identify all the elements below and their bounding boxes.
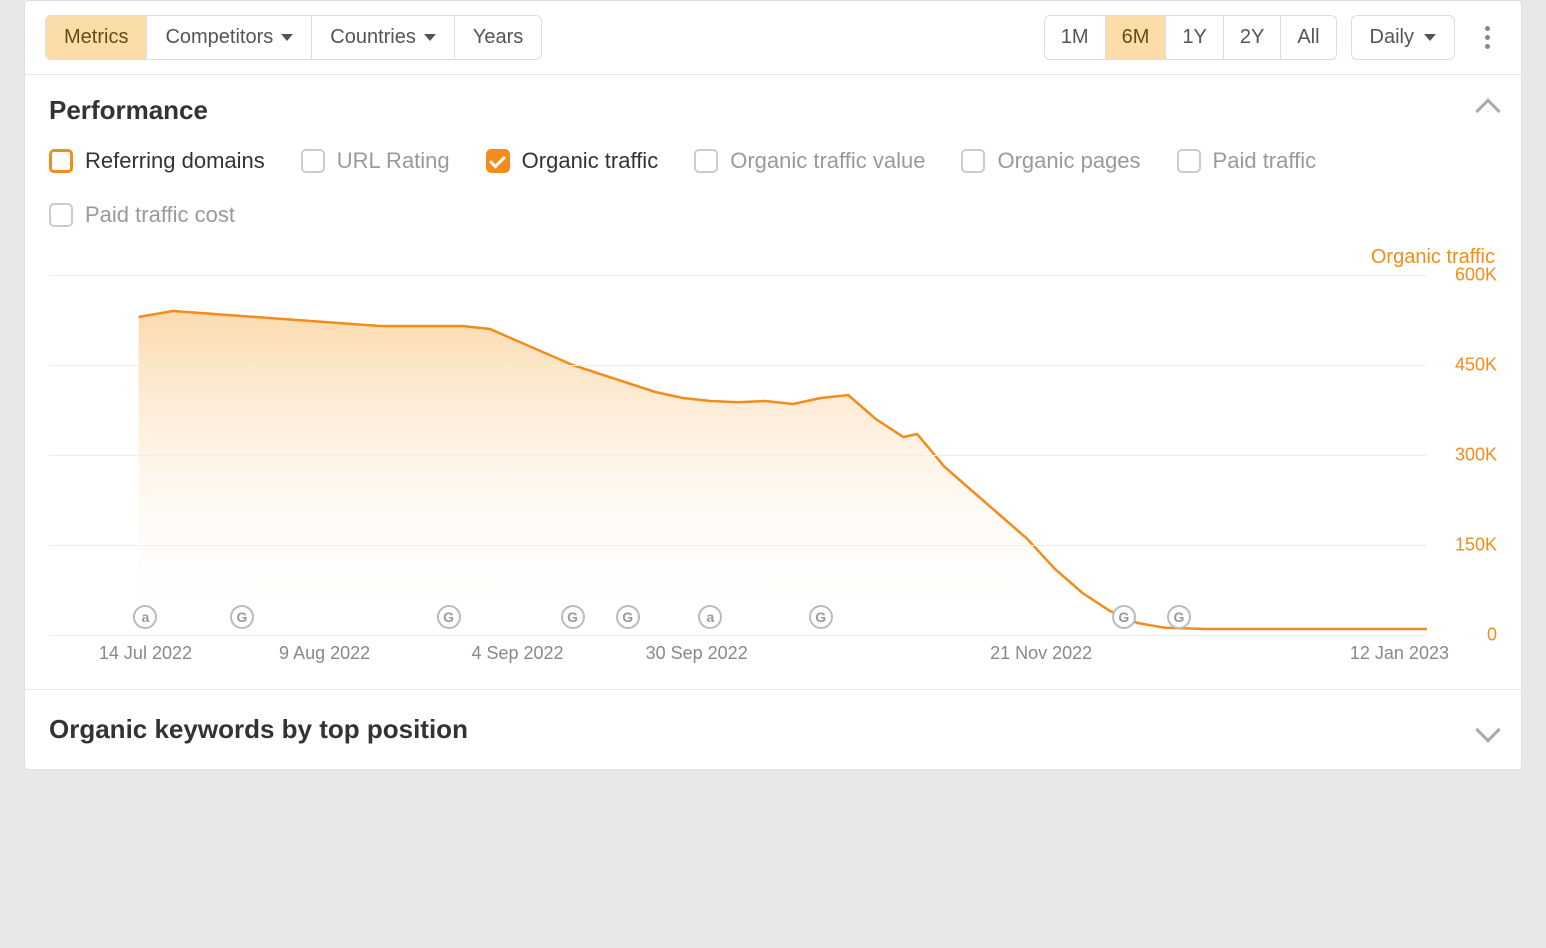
x-tick: 30 Sep 2022 bbox=[646, 643, 748, 664]
chevron-down-icon bbox=[281, 34, 293, 41]
x-axis: 14 Jul 2022 9 Aug 2022 4 Sep 2022 30 Sep 20… bbox=[49, 643, 1427, 671]
chart-plot[interactable] bbox=[49, 275, 1427, 635]
event-marker[interactable]: G bbox=[230, 605, 254, 629]
chevron-down-icon bbox=[1424, 34, 1436, 41]
x-tick: 14 Jul 2022 bbox=[99, 643, 192, 664]
x-tick: 12 Jan 2023 bbox=[1350, 643, 1449, 664]
dashboard-panel: MetricsCompetitorsCountriesYears 1M6M1Y2… bbox=[24, 0, 1522, 770]
range-2y[interactable]: 2Y bbox=[1224, 16, 1281, 59]
y-axis: 600K450K300K150K0 bbox=[1427, 275, 1497, 635]
toolbar: Metrics Competitors Countries Years 1M6M1Y2… bbox=[25, 1, 1521, 75]
time-range-group: 1M6M1Y2YAll bbox=[1044, 15, 1337, 60]
checkbox-icon bbox=[1177, 149, 1201, 173]
checkbox-icon bbox=[694, 149, 718, 173]
chart-container: Organic traffic 600K 450K 300K 150K 0 a G G G Ga… bbox=[25, 236, 1521, 689]
event-marker[interactable]: G bbox=[1167, 605, 1191, 629]
checkbox-icon bbox=[301, 149, 325, 173]
metric-organic-pages[interactable]: Organic pages bbox=[961, 148, 1140, 174]
metric-paid-traffic[interactable]: Paid traffic bbox=[1177, 148, 1317, 174]
metric-url-rating[interactable]: URL Rating bbox=[301, 148, 450, 174]
range-1m[interactable]: 1M bbox=[1045, 16, 1106, 59]
x-tick: 9 Aug 2022 bbox=[279, 643, 370, 664]
grid-line bbox=[49, 635, 1427, 636]
checkbox-icon bbox=[961, 149, 985, 173]
event-marker[interactable]: a bbox=[133, 605, 157, 629]
metric-label: Referring domains bbox=[85, 148, 265, 174]
grid-line bbox=[49, 275, 1427, 276]
metric-label: Paid traffic cost bbox=[85, 202, 235, 228]
collapse-icon[interactable] bbox=[1475, 98, 1500, 123]
metric-label: Organic pages bbox=[997, 148, 1140, 174]
metric-label: URL Rating bbox=[337, 148, 450, 174]
tab-metrics[interactable]: Metrics bbox=[46, 16, 147, 59]
metric-organic-traffic-value[interactable]: Organic traffic value bbox=[694, 148, 925, 174]
area-fill bbox=[139, 311, 1427, 635]
checkbox-icon bbox=[49, 203, 73, 227]
y-tick: 450K bbox=[1455, 355, 1497, 376]
event-marker[interactable]: G bbox=[1112, 605, 1136, 629]
range-6m[interactable]: 6M bbox=[1106, 16, 1167, 59]
keywords-section-title: Organic keywords by top position bbox=[49, 714, 468, 745]
y-tick: 0 bbox=[1487, 625, 1497, 646]
y-tick: 600K bbox=[1455, 265, 1497, 286]
metric-checkboxes: Referring domains URL Rating Organic traff… bbox=[25, 130, 1521, 236]
y-tick: 300K bbox=[1455, 445, 1497, 466]
grid-line bbox=[49, 545, 1427, 546]
metric-referring-domains[interactable]: Referring domains bbox=[49, 148, 265, 174]
performance-title: Performance bbox=[49, 95, 208, 126]
grid-line bbox=[49, 455, 1427, 456]
checkbox-icon bbox=[486, 149, 510, 173]
expand-icon[interactable] bbox=[1475, 717, 1500, 742]
chevron-down-icon bbox=[424, 34, 436, 41]
metric-label: Organic traffic value bbox=[730, 148, 925, 174]
grid-line bbox=[49, 365, 1427, 366]
tab-label: Years bbox=[473, 26, 523, 49]
view-tabs: Metrics Competitors Countries Years bbox=[45, 15, 542, 60]
event-marker[interactable]: G bbox=[616, 605, 640, 629]
performance-header: Performance bbox=[25, 75, 1521, 130]
range-all[interactable]: All bbox=[1281, 16, 1335, 59]
keywords-section-header[interactable]: Organic keywords by top position bbox=[25, 689, 1521, 769]
frequency-label: Daily bbox=[1370, 26, 1414, 49]
x-tick: 4 Sep 2022 bbox=[471, 643, 563, 664]
tab-years[interactable]: Years bbox=[455, 16, 541, 59]
event-marker[interactable]: a bbox=[698, 605, 722, 629]
tab-label: Metrics bbox=[64, 26, 128, 49]
metric-paid-traffic-cost[interactable]: Paid traffic cost bbox=[49, 202, 235, 228]
checkbox-icon bbox=[49, 149, 73, 173]
y-tick: 150K bbox=[1455, 535, 1497, 556]
tab-countries[interactable]: Countries bbox=[312, 16, 455, 59]
frequency-dropdown[interactable]: Daily bbox=[1351, 15, 1455, 60]
metric-organic-traffic[interactable]: Organic traffic bbox=[486, 148, 659, 174]
more-menu-icon[interactable] bbox=[1473, 26, 1501, 49]
metric-label: Organic traffic bbox=[522, 148, 659, 174]
series-legend: Organic traffic bbox=[49, 246, 1497, 269]
event-marker[interactable]: G bbox=[437, 605, 461, 629]
range-1y[interactable]: 1Y bbox=[1166, 16, 1223, 59]
tab-competitors[interactable]: Competitors bbox=[147, 16, 312, 59]
event-markers: a G G G Ga G G G bbox=[49, 605, 1427, 631]
x-tick: 21 Nov 2022 bbox=[990, 643, 1092, 664]
event-marker[interactable]: G bbox=[809, 605, 833, 629]
tab-label: Competitors bbox=[165, 26, 273, 49]
metric-label: Paid traffic bbox=[1213, 148, 1317, 174]
event-marker[interactable]: G bbox=[561, 605, 585, 629]
tab-label: Countries bbox=[330, 26, 416, 49]
